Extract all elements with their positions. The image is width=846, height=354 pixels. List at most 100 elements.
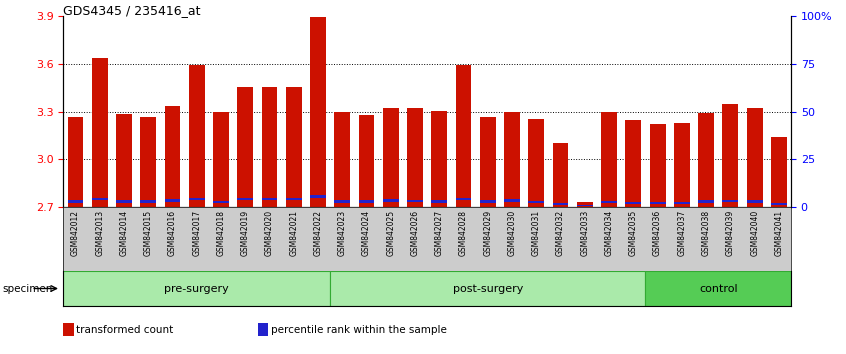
Text: GSM842021: GSM842021 <box>289 210 299 256</box>
Text: specimen: specimen <box>3 284 53 293</box>
Text: percentile rank within the sample: percentile rank within the sample <box>271 325 447 335</box>
Bar <box>286 198 302 200</box>
Text: GSM842028: GSM842028 <box>459 210 468 256</box>
Bar <box>140 200 157 203</box>
Bar <box>722 104 739 207</box>
Bar <box>602 201 617 203</box>
Text: GSM842018: GSM842018 <box>217 210 226 256</box>
Text: GSM842012: GSM842012 <box>71 210 80 256</box>
Bar <box>286 87 302 207</box>
Text: GSM842019: GSM842019 <box>241 210 250 256</box>
Text: GSM842013: GSM842013 <box>96 210 104 256</box>
Bar <box>310 195 326 198</box>
Bar <box>602 112 617 207</box>
Bar <box>407 200 423 202</box>
Bar <box>650 124 666 207</box>
Bar <box>238 198 253 200</box>
Bar <box>577 205 593 206</box>
Text: GSM842025: GSM842025 <box>387 210 395 256</box>
Text: GSM842026: GSM842026 <box>410 210 420 256</box>
Text: GSM842033: GSM842033 <box>580 210 590 256</box>
Bar <box>698 200 714 202</box>
Bar <box>383 199 398 202</box>
Text: transformed count: transformed count <box>76 325 173 335</box>
Text: GSM842032: GSM842032 <box>556 210 565 256</box>
Bar <box>238 87 253 207</box>
Bar <box>747 200 762 202</box>
Text: GSM842016: GSM842016 <box>168 210 177 256</box>
Bar <box>330 271 645 306</box>
Bar <box>165 106 180 207</box>
Bar <box>577 201 593 207</box>
Bar <box>698 113 714 207</box>
Bar <box>771 203 787 205</box>
Bar <box>504 112 520 207</box>
Bar <box>140 117 157 207</box>
Text: GSM842023: GSM842023 <box>338 210 347 256</box>
Text: GSM842027: GSM842027 <box>435 210 444 256</box>
Bar <box>213 112 229 207</box>
Text: GSM842038: GSM842038 <box>701 210 711 256</box>
Bar <box>189 64 205 207</box>
Bar <box>92 198 107 200</box>
Bar <box>480 200 496 203</box>
Bar <box>116 114 132 207</box>
Bar <box>383 108 398 207</box>
Text: GSM842024: GSM842024 <box>362 210 371 256</box>
Bar <box>552 203 569 205</box>
Text: GSM842017: GSM842017 <box>192 210 201 256</box>
Bar <box>165 199 180 202</box>
Bar <box>359 200 375 203</box>
Text: GSM842031: GSM842031 <box>532 210 541 256</box>
Bar <box>456 64 471 207</box>
Bar <box>504 199 520 202</box>
Text: GSM842036: GSM842036 <box>653 210 662 256</box>
Bar <box>650 202 666 204</box>
Text: GSM842035: GSM842035 <box>629 210 638 256</box>
Text: pre-surgery: pre-surgery <box>164 284 229 293</box>
Bar <box>68 200 84 202</box>
Bar <box>213 201 229 203</box>
Bar <box>68 117 84 207</box>
Bar <box>407 108 423 207</box>
Bar <box>63 271 330 306</box>
Bar <box>359 115 375 207</box>
Text: GSM842015: GSM842015 <box>144 210 153 256</box>
Bar <box>771 137 787 207</box>
Bar <box>552 143 569 207</box>
Bar <box>92 58 107 207</box>
Bar <box>310 17 326 207</box>
Bar <box>625 120 641 207</box>
Text: GSM842014: GSM842014 <box>119 210 129 256</box>
Bar <box>431 111 448 207</box>
Text: control: control <box>699 284 738 293</box>
Bar <box>529 201 544 203</box>
Bar <box>529 119 544 207</box>
Text: GDS4345 / 235416_at: GDS4345 / 235416_at <box>63 4 201 17</box>
Text: post-surgery: post-surgery <box>453 284 523 293</box>
Text: GSM842034: GSM842034 <box>605 210 613 256</box>
Bar <box>189 198 205 200</box>
Bar <box>334 200 350 203</box>
Text: GSM842037: GSM842037 <box>678 210 686 256</box>
Bar <box>747 108 762 207</box>
Bar <box>625 202 641 204</box>
Bar <box>116 200 132 202</box>
Text: GSM842041: GSM842041 <box>774 210 783 256</box>
Text: GSM842029: GSM842029 <box>483 210 492 256</box>
Bar <box>334 112 350 207</box>
Bar <box>456 198 471 200</box>
Text: GSM842020: GSM842020 <box>265 210 274 256</box>
Bar <box>674 202 689 204</box>
Bar <box>261 198 277 200</box>
Bar <box>261 87 277 207</box>
Text: GSM842022: GSM842022 <box>314 210 322 256</box>
Bar <box>431 200 448 202</box>
Text: GSM842030: GSM842030 <box>508 210 517 256</box>
Bar <box>722 200 739 202</box>
Bar <box>645 271 791 306</box>
Text: GSM842040: GSM842040 <box>750 210 759 256</box>
Bar <box>674 122 689 207</box>
Text: GSM842039: GSM842039 <box>726 210 735 256</box>
Bar <box>480 117 496 207</box>
